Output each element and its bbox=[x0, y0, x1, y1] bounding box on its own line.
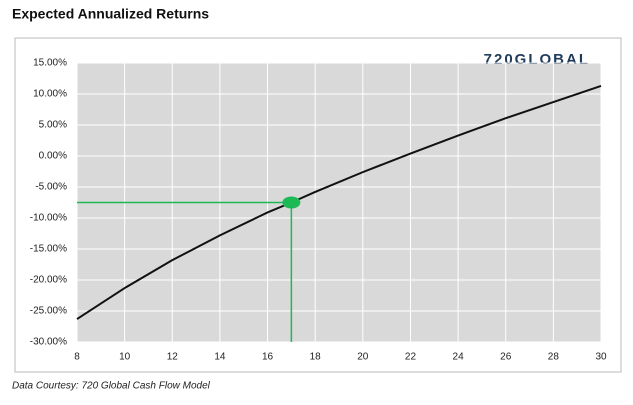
x-tick-label: 8 bbox=[74, 352, 80, 363]
y-tick-label: 5.00% bbox=[39, 120, 67, 131]
x-tick-label: 16 bbox=[262, 352, 274, 363]
y-tick-label: -10.00% bbox=[30, 213, 67, 224]
x-tick-label: 30 bbox=[595, 352, 607, 363]
x-tick-label: 12 bbox=[167, 352, 179, 363]
chart-title: Expected Annualized Returns bbox=[12, 6, 209, 22]
highlight-point bbox=[282, 196, 301, 209]
x-tick-label: 18 bbox=[310, 352, 322, 363]
y-tick-label: 10.00% bbox=[33, 89, 67, 100]
logo: 720GLOBAL bbox=[484, 51, 590, 68]
y-tick-label: -20.00% bbox=[30, 275, 67, 286]
y-tick-label: 0.00% bbox=[39, 151, 67, 162]
line-series bbox=[76, 84, 602, 320]
x-tick-label: 14 bbox=[214, 352, 226, 363]
y-tick-label: -25.00% bbox=[30, 306, 67, 317]
y-tick-label: -15.00% bbox=[30, 244, 67, 255]
y-tick-label: -30.00% bbox=[30, 337, 67, 348]
x-tick-label: 28 bbox=[548, 352, 560, 363]
x-tick-label: 10 bbox=[119, 352, 131, 363]
x-tick-label: 20 bbox=[357, 352, 369, 363]
y-tick-label: 15.00% bbox=[33, 58, 67, 69]
x-tick-label: 22 bbox=[405, 352, 417, 363]
x-tick-label: 24 bbox=[453, 352, 465, 363]
y-tick-label: -5.00% bbox=[35, 182, 67, 193]
x-tick-label: 26 bbox=[500, 352, 512, 363]
source-note: Data Courtesy: 720 Global Cash Flow Mode… bbox=[12, 381, 211, 392]
